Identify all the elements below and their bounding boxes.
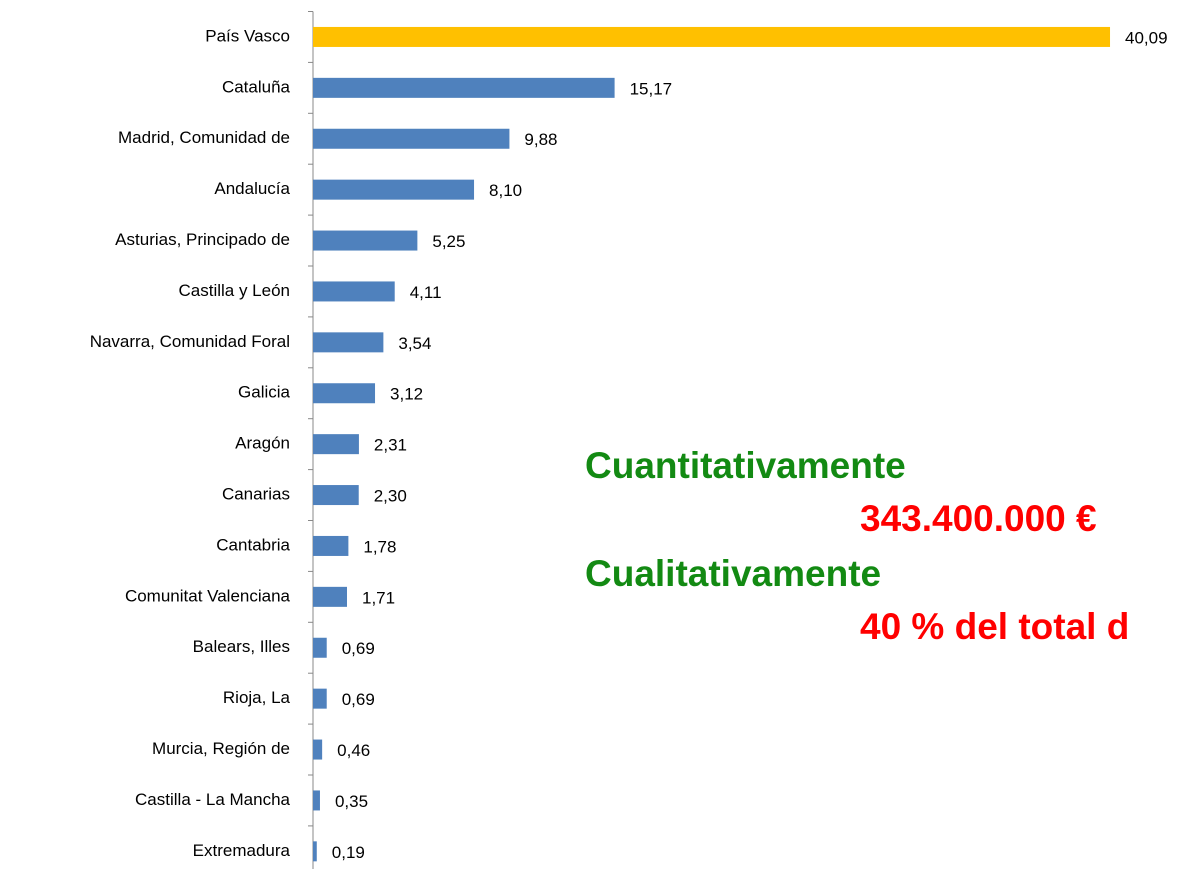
bar [313, 637, 327, 658]
bar [313, 688, 327, 709]
value-label: 2,31 [374, 436, 407, 455]
value-label: 3,12 [390, 385, 423, 404]
value-label: 0,69 [342, 639, 375, 658]
value-label: 1,71 [362, 588, 395, 607]
y-tick-label: Asturias, Principado de [115, 230, 290, 249]
value-label: 9,88 [524, 130, 557, 149]
y-tick-label: Cantabria [216, 535, 290, 554]
value-label: 15,17 [630, 79, 673, 98]
y-tick-label: Navarra, Comunidad Foral [90, 332, 290, 351]
annotation: 40 % del total d [860, 606, 1129, 647]
bar [313, 128, 510, 149]
bar [313, 179, 475, 200]
value-label: 0,46 [337, 741, 370, 760]
bar [313, 790, 320, 811]
bar [313, 535, 349, 556]
value-label: 3,54 [398, 334, 431, 353]
y-tick-label: Castilla y León [178, 281, 290, 300]
y-tick-label: Rioja, La [223, 688, 291, 707]
value-label: 5,25 [432, 232, 465, 251]
y-tick-label: Madrid, Comunidad de [118, 128, 290, 147]
value-label: 2,30 [374, 487, 407, 506]
annotation: Cuantitativamente [585, 445, 906, 486]
bar [313, 434, 359, 455]
value-label: 4,11 [410, 283, 442, 302]
bar [313, 485, 359, 506]
bar [313, 26, 1111, 47]
bar [313, 77, 615, 98]
value-label: 0,35 [335, 792, 368, 811]
y-tick-label: País Vasco [205, 26, 290, 45]
value-label: 0,19 [332, 843, 365, 862]
y-tick-label: Andalucía [214, 179, 290, 198]
value-label: 0,69 [342, 690, 375, 709]
y-tick-label: Aragón [235, 434, 290, 453]
annotation: Cualitativamente [585, 553, 881, 594]
y-tick-label: Cataluña [222, 77, 291, 96]
bar [313, 332, 384, 353]
value-label: 40,09 [1125, 28, 1168, 47]
y-tick-label: Balears, Illes [193, 637, 290, 656]
bar [313, 281, 395, 302]
bar [313, 383, 376, 404]
bar [313, 230, 418, 251]
value-label: 1,78 [363, 537, 396, 556]
bar [313, 841, 317, 862]
value-label: 8,10 [489, 181, 522, 200]
y-tick-label: Canarias [222, 485, 290, 504]
y-tick-label: Galicia [238, 383, 291, 402]
bar [313, 739, 323, 760]
y-tick-label: Murcia, Región de [152, 739, 290, 758]
annotation: 343.400.000 € [860, 498, 1097, 539]
y-tick-label: Castilla - La Mancha [135, 790, 291, 809]
bar [313, 586, 347, 607]
y-tick-label: Extremadura [193, 841, 291, 860]
y-tick-label: Comunitat Valenciana [125, 586, 291, 605]
